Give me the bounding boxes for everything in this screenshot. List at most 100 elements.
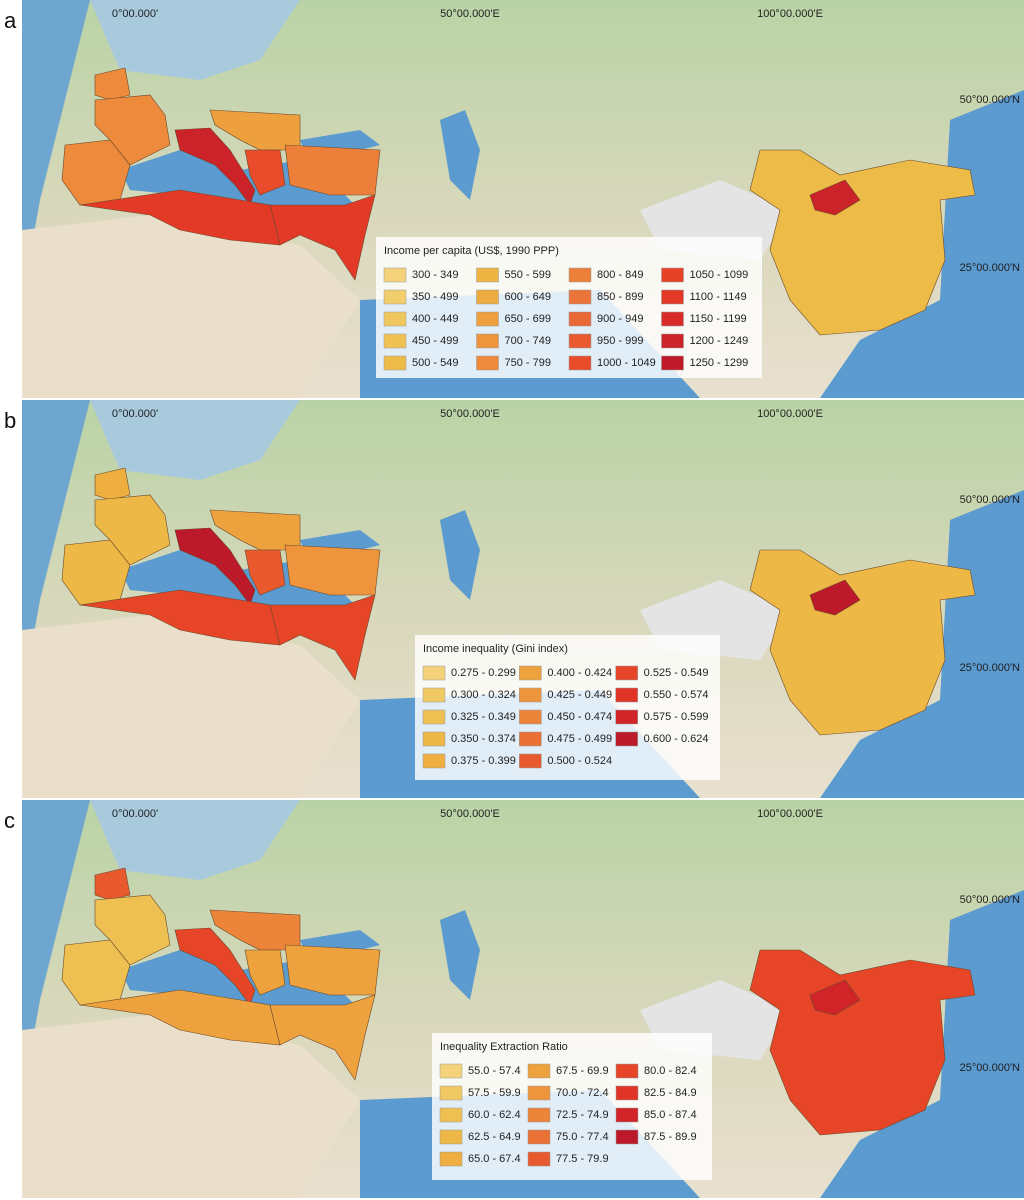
caspian	[440, 110, 480, 200]
legend-swatch	[615, 731, 638, 747]
region-china	[749, 549, 976, 736]
legend-swatch	[476, 355, 499, 371]
legend-label: 75.0 - 77.4	[556, 1131, 609, 1143]
legend-label: 0.400 - 0.424	[547, 667, 612, 679]
legend-label: 850 - 899	[597, 291, 643, 303]
region-egypt-levant	[269, 994, 376, 1081]
legend-label: 60.0 - 62.4	[468, 1109, 521, 1121]
sahara	[22, 615, 360, 798]
legend-swatch	[661, 333, 684, 349]
coord-label: 50°00.000'N	[960, 894, 1020, 906]
legend-swatch	[615, 687, 638, 703]
legend-swatch	[422, 665, 446, 681]
region-gaul	[94, 894, 171, 966]
legend-swatch	[661, 355, 684, 371]
region-china-core	[809, 179, 861, 216]
legend-label: 650 - 699	[505, 313, 551, 325]
legend-swatch	[422, 731, 446, 747]
legend-label: 85.0 - 87.4	[644, 1109, 697, 1121]
legend-swatch	[615, 665, 638, 681]
region-anatolia	[284, 944, 381, 996]
caspian	[440, 910, 480, 1000]
region-north-africa	[79, 589, 281, 646]
legend-title: Income per capita (US$, 1990 PPP)	[384, 245, 559, 257]
legend-label: 0.325 - 0.349	[451, 711, 516, 723]
legend-label: 550 - 599	[505, 269, 551, 281]
legend-label: 0.350 - 0.374	[451, 733, 516, 745]
legend-swatch	[568, 289, 592, 305]
coord-label: 0°00.000'	[112, 408, 158, 420]
region-anatolia	[284, 144, 381, 196]
legend-label: 0.450 - 0.474	[547, 711, 612, 723]
region-egypt-levant	[269, 194, 376, 281]
legend-label: 57.5 - 59.9	[468, 1087, 521, 1099]
legend-swatch	[615, 1063, 639, 1079]
legend-label: 1100 - 1149	[690, 291, 747, 303]
legend-swatch	[527, 1085, 551, 1101]
legend-swatch	[661, 311, 684, 327]
legend-label: 600 - 649	[505, 291, 551, 303]
arctic-sea	[90, 400, 300, 480]
legend-label: 0.575 - 0.599	[644, 711, 709, 723]
region-north-africa	[79, 189, 281, 246]
legend-swatch	[439, 1063, 463, 1079]
legend-label: 0.475 - 0.499	[547, 733, 612, 745]
legend-box	[376, 237, 762, 378]
legend-label: 1000 - 1049	[597, 357, 656, 369]
legend-swatch	[527, 1107, 551, 1123]
legend-swatch	[519, 687, 542, 703]
legend-label: 400 - 449	[412, 313, 458, 325]
legend-swatch	[527, 1129, 551, 1145]
atlantic	[22, 400, 90, 700]
legend-label: 1200 - 1249	[690, 335, 749, 347]
pacific	[820, 890, 1024, 1198]
legend-label: 62.5 - 64.9	[468, 1131, 521, 1143]
region-greece	[244, 949, 286, 996]
legend-swatch	[383, 289, 407, 305]
legend-label: 700 - 749	[505, 335, 551, 347]
map-panel: a 0°00.000' 50°00.000'E 100°00.000'E 50°00.0…	[4, 0, 1024, 398]
legend-swatch	[661, 289, 684, 305]
region-gaul	[94, 494, 171, 566]
legend-swatch	[439, 1107, 463, 1123]
coord-label: 50°00.000'E	[440, 808, 500, 820]
legend-label: 67.5 - 69.9	[556, 1065, 609, 1077]
pacific	[820, 490, 1024, 798]
legend-label: 1050 - 1099	[690, 269, 749, 281]
legend-label: 55.0 - 57.4	[468, 1065, 521, 1077]
legend-label: 950 - 999	[597, 335, 643, 347]
legend-swatch	[527, 1063, 551, 1079]
legend-swatch	[527, 1151, 551, 1167]
coord-label: 0°00.000'	[112, 808, 158, 820]
region-north-africa	[79, 989, 281, 1046]
legend-label: 65.0 - 67.4	[468, 1153, 521, 1165]
legend-swatch	[383, 355, 407, 371]
legend-label: 0.275 - 0.299	[451, 667, 516, 679]
legend-title: Inequality Extraction Ratio	[440, 1041, 568, 1053]
legend-swatch	[568, 333, 592, 349]
coord-label: 50°00.000'N	[960, 94, 1020, 106]
coord-label: 0°00.000'	[112, 8, 158, 20]
region-anatolia	[284, 544, 381, 596]
region-gaul	[94, 94, 171, 166]
legend-swatch	[519, 731, 542, 747]
arctic-sea	[90, 800, 300, 880]
legend-swatch	[519, 665, 542, 681]
legend-swatch	[422, 709, 446, 725]
legend-label: 0.600 - 0.624	[644, 733, 709, 745]
legend-swatch	[476, 311, 499, 327]
legend-swatch	[476, 289, 499, 305]
legend-swatch	[439, 1085, 463, 1101]
legend-label: 72.5 - 74.9	[556, 1109, 609, 1121]
arctic-sea	[90, 0, 300, 80]
legend-label: 300 - 349	[412, 269, 458, 281]
panel-label: c	[4, 808, 15, 833]
legend-swatch	[615, 1107, 639, 1123]
legend-swatch	[519, 753, 542, 769]
coord-label: 25°00.000'N	[960, 1062, 1020, 1074]
legend-label: 0.300 - 0.324	[451, 689, 516, 701]
legend-box	[415, 635, 720, 780]
coord-label: 50°00.000'E	[440, 408, 500, 420]
